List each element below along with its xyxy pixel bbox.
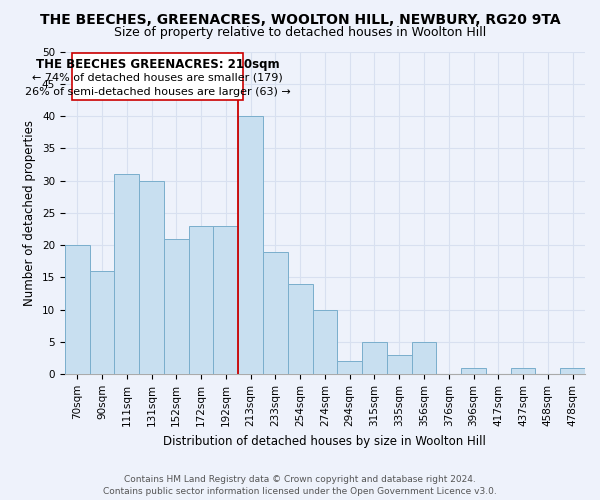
Bar (263, 252, 288, 374)
Y-axis label: Number of detached properties: Number of detached properties (23, 120, 37, 306)
Bar (288, 284, 313, 374)
Bar (115, 174, 139, 374)
Bar (511, 368, 535, 374)
Bar (362, 342, 387, 374)
Text: Size of property relative to detached houses in Woolton Hill: Size of property relative to detached ho… (114, 26, 486, 39)
Bar (461, 368, 486, 374)
Bar (560, 368, 585, 374)
Bar (188, 226, 214, 374)
Text: THE BEECHES, GREENACRES, WOOLTON HILL, NEWBURY, RG20 9TA: THE BEECHES, GREENACRES, WOOLTON HILL, N… (40, 12, 560, 26)
Text: Contains HM Land Registry data © Crown copyright and database right 2024.
Contai: Contains HM Land Registry data © Crown c… (103, 475, 497, 496)
Bar (139, 180, 164, 374)
Bar (164, 238, 188, 374)
Bar (89, 271, 115, 374)
Bar (387, 355, 412, 374)
Bar (337, 362, 362, 374)
FancyBboxPatch shape (72, 54, 243, 100)
Bar (65, 245, 89, 374)
Text: THE BEECHES GREENACRES: 210sqm: THE BEECHES GREENACRES: 210sqm (36, 58, 280, 71)
Bar (238, 116, 263, 374)
Text: ← 74% of detached houses are smaller (179): ← 74% of detached houses are smaller (17… (32, 73, 283, 83)
Text: 26% of semi-detached houses are larger (63) →: 26% of semi-detached houses are larger (… (25, 87, 290, 97)
Bar (412, 342, 436, 374)
X-axis label: Distribution of detached houses by size in Woolton Hill: Distribution of detached houses by size … (163, 434, 487, 448)
Bar (214, 226, 238, 374)
Bar (313, 310, 337, 374)
